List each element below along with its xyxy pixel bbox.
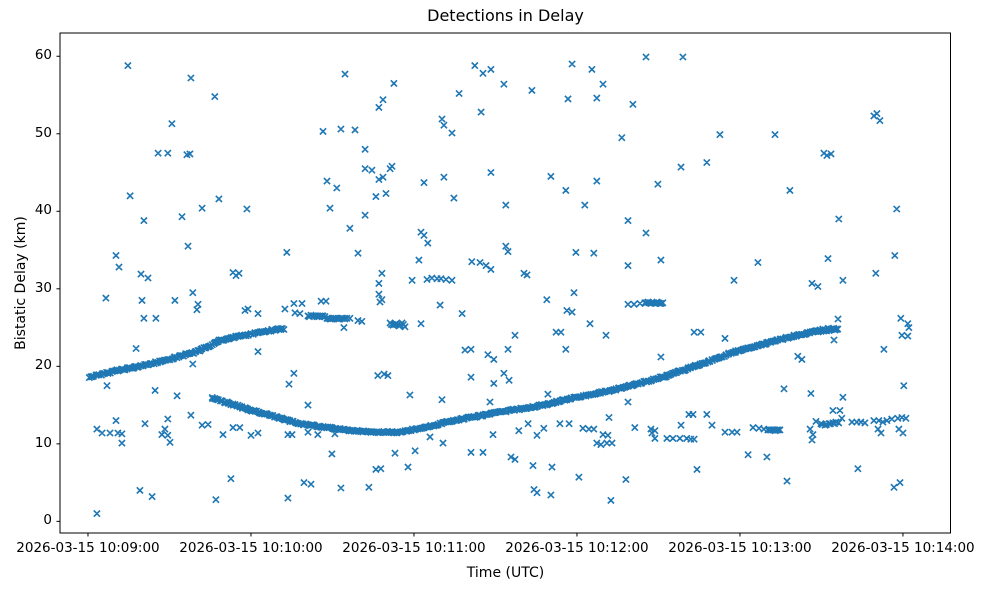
x-tick-label: 2026-03-15 10:12:00 (505, 540, 649, 556)
x-tick-label: 2026-03-15 10:13:00 (668, 540, 812, 556)
y-tick-label: 60 (34, 47, 52, 64)
y-tick-label: 40 (34, 202, 52, 219)
x-tick-label: 2026-03-15 10:10:00 (179, 540, 323, 556)
x-tick-label: 2026-03-15 10:11:00 (342, 540, 486, 556)
x-tick-label: 2026-03-15 10:09:00 (16, 540, 160, 556)
y-tick-label: 10 (34, 434, 52, 451)
scatter-series-track-a (85, 324, 288, 382)
axes-spines (59, 32, 951, 534)
y-tick-label: 30 (34, 279, 52, 296)
x-axis-label: Time (UTC) (466, 565, 545, 581)
scatter-series-clutter-detections (93, 53, 913, 518)
scatter-series-track-b (208, 325, 842, 437)
chart-title: Detections in Delay (427, 6, 584, 25)
x-tick-label: 2026-03-15 10:14:00 (831, 540, 975, 556)
y-tick-label: 0 (43, 512, 52, 529)
y-tick-label: 50 (34, 124, 52, 141)
y-tick-label: 20 (34, 357, 52, 374)
